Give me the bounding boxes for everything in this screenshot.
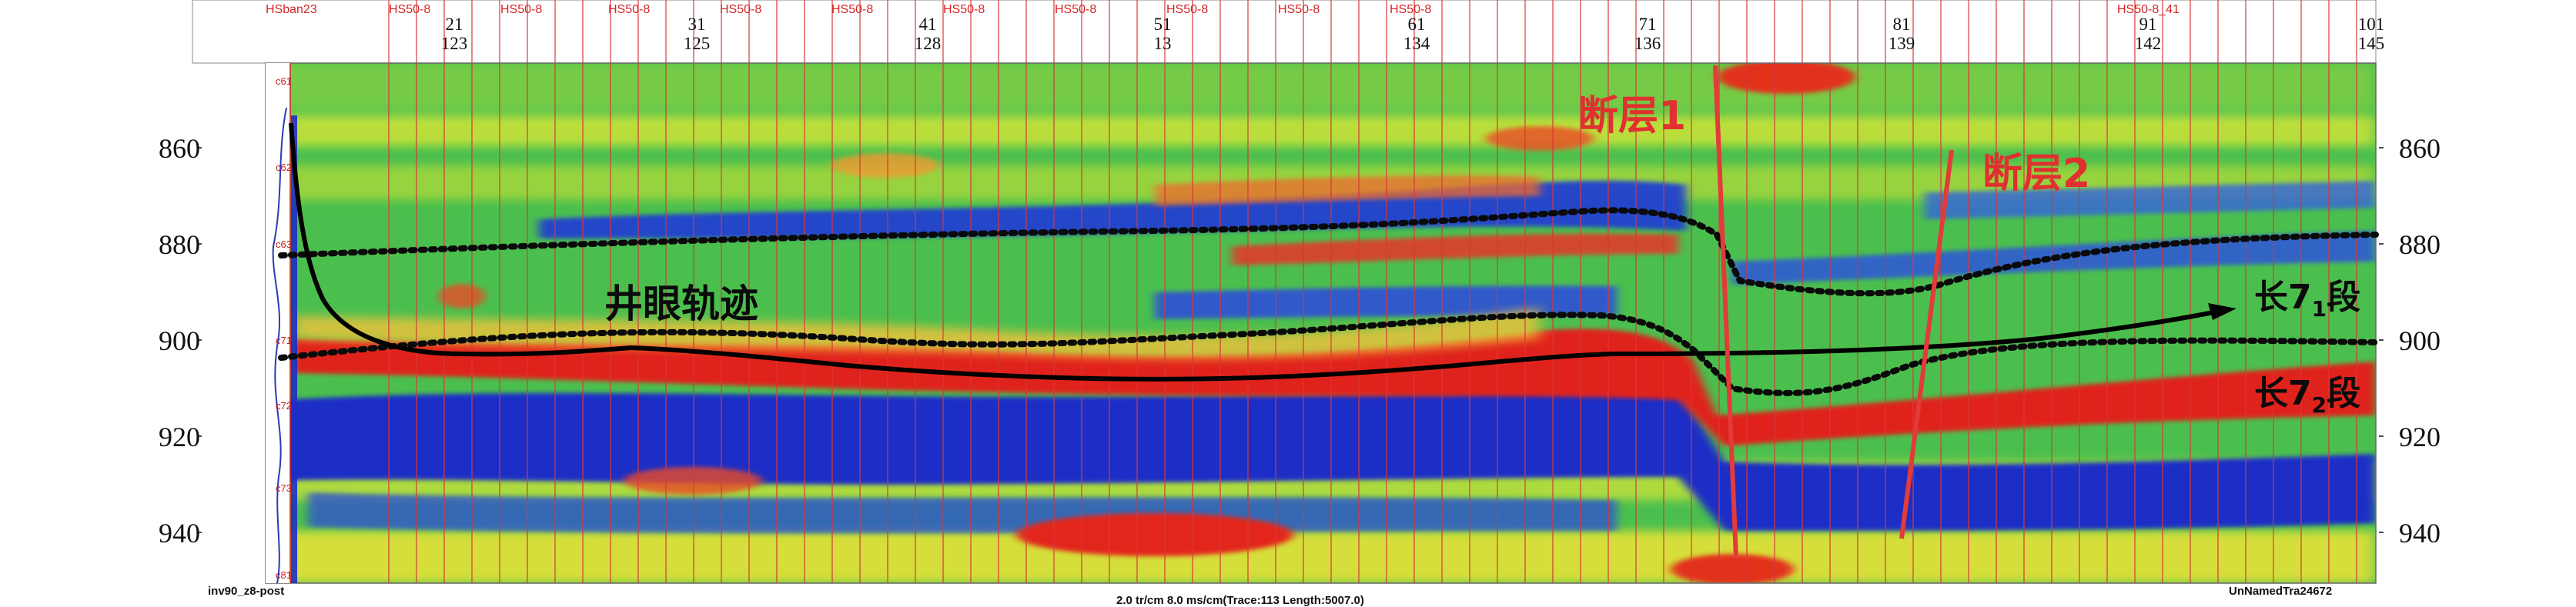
well-log-track: [266, 63, 297, 584]
trace-number-bottom: 128: [914, 33, 942, 53]
well-marker: c71: [276, 335, 292, 346]
well-tag: HS50-8: [389, 3, 431, 16]
header-band: [192, 0, 2377, 64]
fault-1-line: [1713, 65, 1738, 559]
well-tag: HS50-8: [1390, 3, 1432, 16]
wellbore-label: 井眼轨迹: [604, 282, 758, 326]
fault-2-label: 断层2: [1982, 151, 2091, 197]
well-marker: c72: [276, 400, 292, 412]
well-marker: c61: [276, 75, 292, 87]
depth-label-left: 880: [159, 229, 200, 260]
footer-center-label: 2.0 tr/cm 8.0 ms/cm(Trace:113 Length:500…: [1116, 594, 1364, 607]
depth-label-left: 900: [159, 325, 200, 356]
trace-number-bottom: 123: [440, 33, 468, 53]
depth-ticks: [197, 147, 2384, 533]
trace-number-bottom: 13: [1153, 33, 1172, 53]
chang72-label: 长72段: [2254, 374, 2361, 418]
depth-label-right: 900: [2399, 325, 2441, 356]
well-tag: HS50-8_41: [2117, 3, 2180, 16]
trace-number-top: 41: [918, 15, 937, 34]
trace-number-top: 61: [1407, 15, 1426, 34]
depth-label-left: 920: [159, 422, 200, 452]
trace-number-label: 91 142: [2113, 15, 2183, 54]
amplitude-image: [266, 63, 2376, 583]
footer-right-label: UnNamedTra24672: [2229, 585, 2333, 598]
trace-lines: [388, 63, 2357, 583]
trace-number-bottom: 142: [2134, 33, 2162, 53]
trace-number-top: 51: [1153, 15, 1172, 34]
fault-1-label: 断层1: [1578, 93, 1687, 139]
trace-number-label: 61 134: [1382, 15, 1451, 54]
depth-label-right: 880: [2399, 229, 2441, 260]
trace-number-top: 101: [2357, 15, 2385, 34]
well-tag: HS50-8: [500, 3, 543, 16]
trace-number-top: 81: [1892, 15, 1911, 34]
trace-number-bottom: 139: [1888, 33, 1915, 53]
depth-label-right: 940: [2399, 518, 2441, 549]
well-tag: HS50-8: [1166, 3, 1209, 16]
trace-number-label: 41 128: [893, 15, 962, 54]
depth-label-right: 860: [2399, 133, 2441, 164]
well-tag: HSban23: [266, 3, 317, 16]
horizon-upper: [278, 207, 2379, 297]
wellbore-arrowhead: [2208, 303, 2236, 320]
trace-number-bottom: 145: [2357, 33, 2385, 53]
trace-number-bottom: 134: [1403, 33, 1430, 53]
well-marker: c63: [276, 238, 292, 250]
well-tag: HS50-8: [720, 3, 762, 16]
wellbore-trajectory: [289, 122, 2218, 382]
trace-number-bottom: 136: [1634, 33, 1661, 53]
trace-number-top: 21: [445, 15, 463, 34]
well-tag: HS50-8: [943, 3, 985, 16]
trace-number-top: 91: [2139, 15, 2157, 34]
well-tag: HS50-8: [831, 3, 874, 16]
trace-number-label: 81 139: [1867, 15, 1936, 54]
footer-left-label: inv90_z8-post: [208, 585, 285, 598]
trace-number-top: 71: [1638, 15, 1657, 34]
well-marker: c73: [276, 482, 292, 494]
trace-number-label: 31 125: [662, 15, 731, 54]
chang71-label: 长71段: [2254, 278, 2361, 322]
trace-number-label: 51 13: [1128, 15, 1197, 54]
well-marker: c62: [276, 162, 292, 173]
horizon-lower: [278, 312, 2379, 396]
depth-label-left: 940: [159, 518, 200, 549]
trace-number-label: 21 123: [420, 15, 489, 54]
trace-number-label: 71 136: [1613, 15, 1682, 54]
well-tag: HS50-8: [1278, 3, 1320, 16]
well-marker: c81: [276, 569, 292, 581]
depth-label-right: 920: [2399, 422, 2441, 452]
well-tag: HS50-8: [1055, 3, 1097, 16]
well-tag: HS50-8: [608, 3, 651, 16]
trace-number-label: 101 145: [2337, 15, 2406, 54]
trace-number-bottom: 125: [683, 33, 711, 53]
depth-label-left: 860: [159, 133, 200, 164]
horizon-lines: [278, 207, 2379, 396]
fault-2-line: [1899, 149, 1954, 539]
trace-number-top: 31: [687, 15, 706, 34]
